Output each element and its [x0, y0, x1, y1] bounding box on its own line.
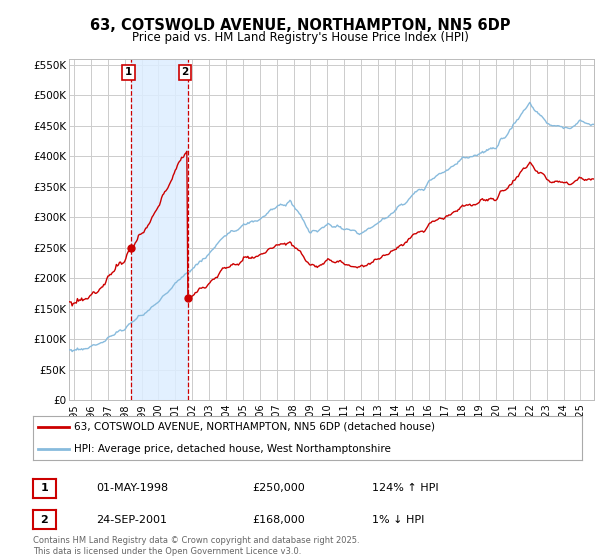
Text: 2: 2: [182, 67, 189, 77]
Text: 24-SEP-2001: 24-SEP-2001: [96, 515, 167, 525]
Text: £250,000: £250,000: [252, 483, 305, 493]
Text: 2: 2: [41, 515, 48, 525]
Text: 124% ↑ HPI: 124% ↑ HPI: [372, 483, 439, 493]
Text: 1: 1: [125, 67, 132, 77]
Text: 1% ↓ HPI: 1% ↓ HPI: [372, 515, 424, 525]
Text: 63, COTSWOLD AVENUE, NORTHAMPTON, NN5 6DP (detached house): 63, COTSWOLD AVENUE, NORTHAMPTON, NN5 6D…: [74, 422, 435, 432]
Text: HPI: Average price, detached house, West Northamptonshire: HPI: Average price, detached house, West…: [74, 444, 391, 454]
Text: 1: 1: [41, 483, 48, 493]
Text: Contains HM Land Registry data © Crown copyright and database right 2025.
This d: Contains HM Land Registry data © Crown c…: [33, 536, 359, 556]
Text: 01-MAY-1998: 01-MAY-1998: [96, 483, 168, 493]
Text: 63, COTSWOLD AVENUE, NORTHAMPTON, NN5 6DP: 63, COTSWOLD AVENUE, NORTHAMPTON, NN5 6D…: [90, 18, 510, 32]
Text: Price paid vs. HM Land Registry's House Price Index (HPI): Price paid vs. HM Land Registry's House …: [131, 31, 469, 44]
Bar: [131, 59, 188, 400]
Text: £168,000: £168,000: [252, 515, 305, 525]
